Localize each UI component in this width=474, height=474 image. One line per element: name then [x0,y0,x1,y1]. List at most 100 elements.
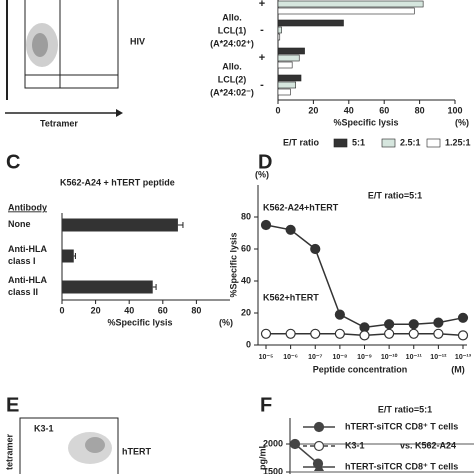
x-tick-label: 40 [344,105,354,115]
marker [310,243,321,255]
marker [408,319,419,330]
category-label-line: None [8,219,31,229]
bar [277,26,282,34]
panel-letter: E [6,394,19,416]
group-label: LCL(1) [218,25,247,35]
legend-swatch [333,138,348,148]
marker [433,317,444,328]
legend-title: E/T ratio [283,137,320,147]
marker [334,328,345,339]
panel-letter: D [258,151,272,173]
x-axis-unit: (%) [219,317,233,327]
marker [457,312,469,323]
group-label: LCL(2) [218,74,247,84]
y-axis-label: %Specific lysis [228,232,238,297]
marker [285,224,296,235]
y-tick-label: 60 [241,243,251,253]
legend-swatch [381,138,396,148]
x-axis-unit: (%) [455,117,469,127]
flow-cloud [32,33,48,57]
category-label-line: Anti-HLA [8,244,47,254]
y-tick-label: 1500 [263,466,283,474]
flow-frame [24,0,119,89]
x-tick-label: 10⁻⁸ [332,354,347,361]
legend-marker [313,440,325,452]
x-tick-label: 10⁻⁶ [283,354,298,361]
bar [277,54,300,62]
x-tick-label: 100 [447,105,462,115]
legend-label: 2.5:1 [400,137,421,147]
legend-label: hTERT-siTCR CD8⁺ T cells [345,461,458,471]
category-label: Anti-HLA class I [8,244,47,266]
category-label-line: class I [8,256,36,266]
legend-swatch [426,138,441,148]
legend-label: K3-1 [345,440,365,450]
panel-letter: C [6,151,20,173]
x-tick-label: 10⁻⁷ [308,354,322,361]
marker [289,438,301,450]
marker [359,330,370,341]
y-tick-label: 80 [241,211,251,221]
category-label: Anti-HLA class II [8,275,47,297]
marker [457,330,469,341]
marker [334,309,345,320]
bar [277,74,302,82]
series-line [265,224,464,329]
annotation: E/T ratio=5:1 [378,404,432,414]
legend-marker [313,421,325,433]
y-tick-label: 40 [241,275,251,285]
category-label: - [260,24,264,36]
x-axis-label: Peptide concentration [313,364,408,374]
marker [310,328,321,339]
bar [277,47,305,55]
flow-cloud [85,437,105,453]
category-label-line: Anti-HLA [8,275,47,285]
group-label: (A*24:02⁻) [210,87,254,97]
x-tick-label: 0 [59,305,64,315]
x-tick-label: 10⁻¹³ [455,354,472,361]
flow-label: hTERT [122,446,151,456]
legend-label: hTERT-siTCR CD8⁺ T cells [345,421,458,431]
arrow-head [116,109,123,117]
category-label: + [259,0,265,10]
marker [260,328,272,339]
x-tick-label: 20 [308,105,318,115]
bar [277,88,291,96]
bar [277,0,424,8]
marker [260,219,272,231]
marker [433,328,444,339]
x-tick-label: 60 [379,105,389,115]
y-tick-label: 20 [241,307,251,317]
legend-label: 5:1 [352,137,365,147]
marker [384,328,395,339]
flow-label: HIV [130,36,145,46]
y-tick-label: 2000 [263,438,283,448]
marker [408,328,419,339]
x-tick-label: 10⁻¹¹ [406,354,423,361]
category-label: - [260,79,264,91]
y-tick-label: 0 [246,339,251,349]
bar [277,33,281,41]
series-label: K562-A24+hTERT [263,202,339,212]
group-label: (A*24:02⁺) [210,38,254,48]
x-axis-unit: (M) [451,364,465,374]
series-label: K562+hTERT [263,292,319,302]
x-tick-label: 10⁻¹² [430,354,447,361]
annotation: E/T ratio=5:1 [368,190,422,200]
category-label: + [259,52,265,64]
bar [62,280,153,294]
legend-note: vs. K562-A24 [400,440,456,450]
group-label: Allo. [222,12,242,22]
chart-title: K562-A24 + hTERT peptide [60,177,175,187]
marker [384,319,395,330]
bar [277,7,415,15]
bar [62,218,178,232]
x-tick-label: 80 [191,305,201,315]
panel-letter: F [260,394,272,416]
x-tick-label: 20 [91,305,101,315]
marker [285,328,296,339]
legend-marker [314,462,324,471]
x-tick-label: 40 [124,305,134,315]
bar [277,81,297,89]
